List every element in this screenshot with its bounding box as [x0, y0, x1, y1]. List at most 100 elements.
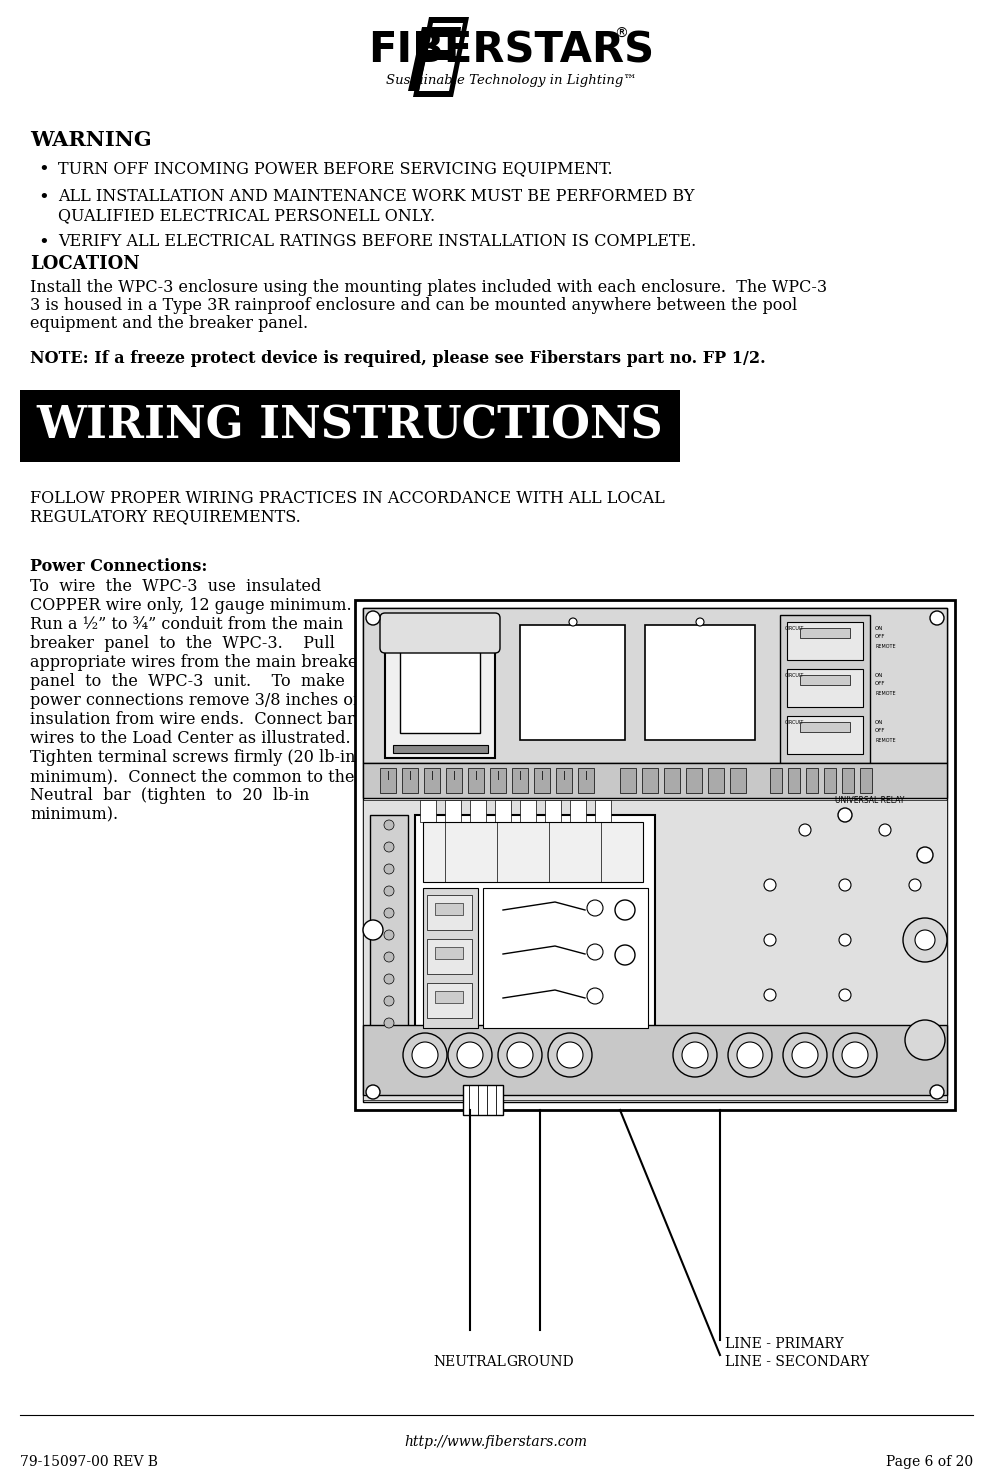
Circle shape — [384, 819, 394, 830]
Text: NOTE: If a freeze protect device is required, please see Fiberstars part no. FP : NOTE: If a freeze protect device is requ… — [30, 350, 766, 366]
Text: QUALIFIED ELECTRICAL PERSONELL ONLY.: QUALIFIED ELECTRICAL PERSONELL ONLY. — [58, 207, 435, 224]
Text: COPPER wire only, 12 gauge minimum.: COPPER wire only, 12 gauge minimum. — [30, 597, 352, 613]
Text: REMOTE: REMOTE — [875, 691, 896, 696]
Text: 79-15097-00 REV B: 79-15097-00 REV B — [20, 1455, 158, 1470]
Polygon shape — [422, 26, 461, 37]
Bar — [645, 625, 755, 740]
Circle shape — [915, 930, 935, 950]
Bar — [470, 800, 486, 822]
Text: http://www.fiberstars.com: http://www.fiberstars.com — [404, 1436, 588, 1449]
Bar — [686, 768, 702, 793]
Circle shape — [728, 1033, 772, 1077]
Circle shape — [842, 1041, 868, 1068]
Text: OFF: OFF — [875, 634, 886, 638]
Bar — [787, 669, 863, 708]
Bar — [787, 622, 863, 660]
Bar — [730, 768, 746, 793]
Text: REMOTE: REMOTE — [875, 644, 896, 649]
Circle shape — [838, 808, 852, 822]
Bar — [578, 768, 594, 793]
Bar — [20, 390, 680, 462]
Text: WIRING INSTRUCTIONS: WIRING INSTRUCTIONS — [37, 405, 663, 447]
Text: •: • — [38, 188, 49, 206]
Circle shape — [384, 996, 394, 1006]
Text: |: | — [475, 771, 478, 780]
Bar — [595, 800, 611, 822]
Circle shape — [696, 618, 704, 627]
Text: ON: ON — [875, 627, 884, 631]
Circle shape — [498, 1033, 542, 1077]
Text: LINE - SECONDARY: LINE - SECONDARY — [725, 1355, 869, 1370]
Text: Neutral  bar  (tighten  to  20  lb-in: Neutral bar (tighten to 20 lb-in — [30, 787, 310, 805]
Text: insulation from wire ends.  Connect bare: insulation from wire ends. Connect bare — [30, 710, 364, 728]
Bar — [435, 947, 463, 959]
Circle shape — [879, 824, 891, 836]
Text: 3 is housed in a Type 3R rainproof enclosure and can be mounted anywhere between: 3 is housed in a Type 3R rainproof enclo… — [30, 297, 797, 313]
Circle shape — [792, 1041, 818, 1068]
Bar — [427, 894, 472, 930]
Bar — [415, 815, 655, 1040]
Circle shape — [457, 1041, 483, 1068]
Circle shape — [366, 1086, 380, 1099]
Text: REMOTE: REMOTE — [875, 738, 896, 743]
Circle shape — [384, 952, 394, 962]
Circle shape — [673, 1033, 717, 1077]
Circle shape — [833, 1033, 877, 1077]
Text: |: | — [585, 771, 588, 780]
Text: FOLLOW PROPER WIRING PRACTICES IN ACCORDANCE WITH ALL LOCAL: FOLLOW PROPER WIRING PRACTICES IN ACCORD… — [30, 490, 664, 507]
Bar — [363, 800, 947, 1100]
Bar — [545, 800, 561, 822]
Text: ALL INSTALLATION AND MAINTENANCE WORK MUST BE PERFORMED BY: ALL INSTALLATION AND MAINTENANCE WORK MU… — [58, 188, 694, 204]
Bar — [363, 608, 947, 763]
Bar — [483, 888, 648, 1028]
Circle shape — [903, 918, 947, 962]
Text: |: | — [386, 771, 389, 780]
Bar — [435, 903, 463, 915]
Circle shape — [839, 880, 851, 891]
Text: equipment and the breaker panel.: equipment and the breaker panel. — [30, 315, 308, 332]
Circle shape — [587, 944, 603, 961]
Text: ON: ON — [875, 674, 884, 678]
Text: WARNING: WARNING — [30, 129, 152, 150]
Bar — [420, 800, 436, 822]
Text: ON: ON — [875, 719, 884, 725]
Circle shape — [384, 908, 394, 918]
Text: To  wire  the  WPC-3  use  insulated: To wire the WPC-3 use insulated — [30, 578, 322, 594]
Polygon shape — [413, 18, 469, 97]
Bar — [380, 768, 396, 793]
Bar — [770, 768, 782, 793]
Text: minimum).  Connect the common to the: minimum). Connect the common to the — [30, 768, 355, 786]
Circle shape — [448, 1033, 492, 1077]
Text: |: | — [518, 771, 521, 780]
Text: UNIVERSAL RELAY: UNIVERSAL RELAY — [835, 796, 905, 805]
Text: power connections remove 3/8 inches of: power connections remove 3/8 inches of — [30, 691, 359, 709]
Circle shape — [682, 1041, 708, 1068]
Text: Tighten terminal screws firmly (20 lb-in: Tighten terminal screws firmly (20 lb-in — [30, 749, 355, 766]
Text: OFF: OFF — [875, 728, 886, 733]
Bar — [370, 815, 408, 1044]
FancyBboxPatch shape — [380, 613, 500, 653]
Circle shape — [569, 618, 577, 627]
Circle shape — [384, 1018, 394, 1028]
Circle shape — [615, 900, 635, 919]
Bar — [423, 822, 643, 883]
Circle shape — [557, 1041, 583, 1068]
Text: LINE - PRIMARY: LINE - PRIMARY — [725, 1337, 844, 1350]
Polygon shape — [408, 26, 433, 91]
Bar — [806, 768, 818, 793]
Circle shape — [909, 880, 921, 891]
Bar — [824, 768, 836, 793]
Bar — [780, 615, 870, 763]
Circle shape — [839, 934, 851, 946]
Text: |: | — [453, 771, 456, 780]
Text: FIBERSTARS: FIBERSTARS — [368, 29, 654, 71]
Text: Page 6 of 20: Page 6 of 20 — [886, 1455, 973, 1470]
Text: NEUTRAL: NEUTRAL — [434, 1355, 506, 1370]
Bar — [512, 768, 528, 793]
Bar — [446, 768, 462, 793]
Bar — [520, 800, 536, 822]
Circle shape — [783, 1033, 827, 1077]
Text: REGULATORY REQUIREMENTS.: REGULATORY REQUIREMENTS. — [30, 507, 301, 525]
Circle shape — [839, 989, 851, 1000]
Circle shape — [384, 886, 394, 896]
